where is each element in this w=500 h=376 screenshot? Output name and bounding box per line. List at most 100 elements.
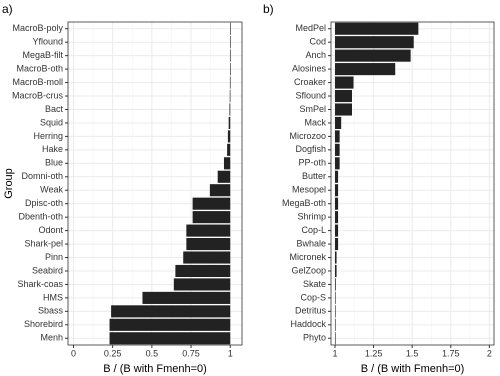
bar [335, 116, 342, 129]
y-tick-label: Weak [40, 185, 63, 195]
bar [230, 36, 231, 49]
bar [142, 291, 231, 304]
y-tick-label: Anch [305, 50, 326, 60]
y-tick-label: Sflound [295, 90, 326, 100]
x-tick-label: 1.25 [365, 348, 383, 358]
plot-background [68, 22, 242, 345]
bar [209, 184, 231, 197]
y-tick-label: Cop-S [300, 292, 326, 302]
y-tick-label: Seabird [32, 265, 63, 275]
y-axis-title: Group [3, 168, 15, 199]
y-tick-label: Pinn [45, 252, 63, 262]
bar [175, 264, 231, 278]
y-tick-label: Shark-pel [24, 238, 63, 248]
bar [109, 332, 231, 345]
y-tick-label: MacroB-poly [12, 23, 63, 33]
y-tick-label: PP-oth [298, 158, 326, 168]
bar [335, 264, 337, 278]
y-tick-label: MacroB-oth [16, 63, 63, 73]
y-tick-label: Squid [40, 117, 63, 127]
bar [335, 211, 339, 224]
bar [335, 305, 336, 318]
y-tick-label: Menh [40, 333, 63, 343]
bar [335, 224, 339, 237]
plot-border [330, 21, 495, 346]
bar [335, 130, 340, 143]
bar [186, 224, 231, 237]
bar [183, 251, 231, 264]
y-tick-label: Domni-oth [21, 171, 63, 181]
y-tick-label: Phyto [303, 333, 326, 343]
bar [335, 251, 337, 264]
y-tick-label: GelZoop [291, 265, 326, 275]
y-tick-label: MegaB-filt [22, 50, 63, 60]
bar [335, 143, 340, 156]
y-tick-label: Cop-L [301, 225, 326, 235]
y-tick-label: Bact [45, 104, 64, 114]
y-tick-label: Microzoo [289, 131, 326, 141]
bar [335, 238, 339, 251]
y-tick-label: Micronek [289, 252, 326, 262]
y-tick-label: Yflound [32, 37, 63, 47]
y-tick-label: Sbass [38, 306, 64, 316]
bar [230, 49, 231, 62]
bar [217, 170, 231, 183]
bar [335, 157, 340, 170]
y-tick-label: Dogfish [295, 144, 326, 154]
y-tick-label: Shorebird [24, 319, 63, 329]
y-tick-label: Shark-coas [17, 279, 63, 289]
y-tick-label: Cod [309, 37, 326, 47]
bar [335, 318, 336, 331]
bar [229, 76, 231, 89]
y-tick-label: Herring [33, 131, 63, 141]
x-tick-label: 1.5 [406, 348, 419, 358]
y-tick-label: Bwhale [296, 238, 326, 248]
x-tick-label: 1 [228, 348, 233, 358]
bar [335, 291, 336, 304]
y-tick-label: Mesopel [292, 185, 326, 195]
bar [111, 305, 231, 318]
x-tick-label: 0 [71, 348, 76, 358]
bar [227, 143, 231, 156]
bar [230, 63, 231, 76]
x-tick-label: 0.25 [104, 348, 122, 358]
x-tick-label: 2 [487, 348, 492, 358]
bar [335, 36, 414, 49]
y-tick-label: Alosines [292, 63, 327, 73]
y-tick-label: Odont [38, 225, 63, 235]
bar [335, 332, 336, 345]
bar [227, 130, 231, 143]
y-tick-label: MacroB-moll [12, 77, 63, 87]
bar [228, 116, 231, 129]
x-axis-title: B / (B with Fmenh=0) [103, 363, 207, 375]
bar [229, 89, 231, 103]
bar [192, 197, 231, 210]
y-tick-label: MedPel [295, 23, 326, 33]
bar [335, 103, 352, 116]
y-tick-label: Hake [42, 144, 63, 154]
x-axis-title: B / (B with Fmenh=0) [361, 363, 465, 375]
bar [109, 318, 231, 331]
bar [173, 278, 231, 291]
y-tick-label: Haddock [290, 319, 326, 329]
y-tick-label: Dbenth-oth [18, 212, 63, 222]
panel-title: a) [2, 2, 13, 16]
bar [186, 238, 231, 251]
bar [223, 157, 231, 170]
y-tick-label: Blue [45, 158, 63, 168]
y-tick-label: SmPel [299, 104, 326, 114]
y-tick-label: Skate [303, 279, 326, 289]
bar [335, 197, 339, 210]
y-tick-label: MegaB-oth [282, 198, 326, 208]
bar [335, 278, 336, 291]
y-tick-label: Mack [304, 117, 326, 127]
bar [335, 49, 411, 62]
y-tick-label: Dpisc-oth [25, 198, 63, 208]
bar [335, 22, 419, 35]
bar [229, 103, 231, 116]
y-tick-label: MacroB-crus [12, 90, 64, 100]
bar [335, 170, 339, 183]
plot-border [67, 21, 243, 346]
bar [335, 76, 354, 89]
